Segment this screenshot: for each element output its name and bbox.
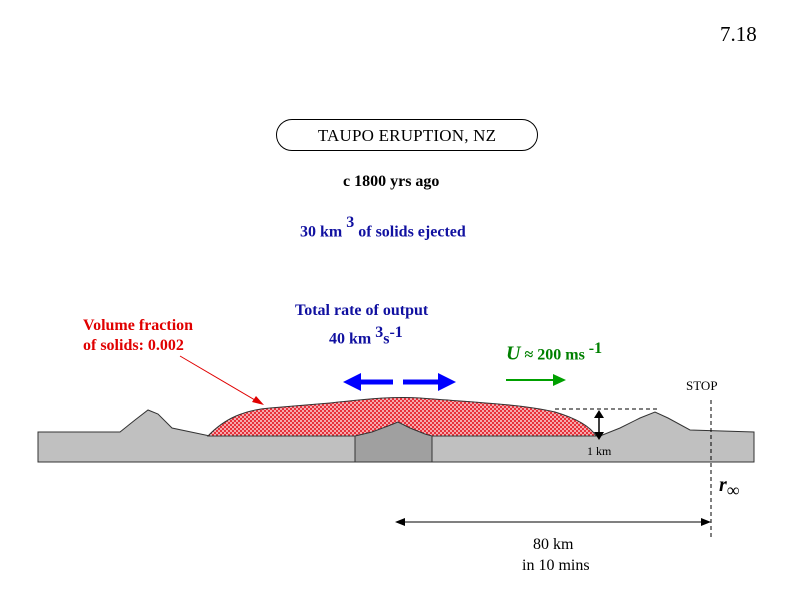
output-rate-title: Total rate of output [295,302,429,319]
output-rate-number: 40 km [329,330,372,348]
solids-ejected-label: 30 km 3 of solids ejected [300,214,466,241]
r-infinity-label: r∞ [719,474,740,501]
distance-arrow [395,518,711,526]
speed-value: 200 ms [537,346,585,364]
speed-exp: -1 [588,340,603,357]
volume-fraction-label: Volume fraction of solids: 0.002 [83,316,193,356]
speed-label: U ≈ 200 ms -1 [506,340,602,365]
slide-number: 7.18 [720,22,757,46]
volume-fraction-line1: Volume fraction [83,317,194,334]
speed-approx: ≈ [524,346,534,364]
r-subscript: ∞ [726,480,740,500]
age-label: c 1800 yrs ago [343,173,440,190]
output-rate-unit-exp: -1 [389,324,403,341]
title-box: TAUPO ERUPTION, NZ [276,119,538,151]
output-rate-unit: s [383,330,390,348]
speed-symbol: U [506,342,521,365]
output-rate-value: 40 km 3s-1 [329,324,403,348]
stop-label: STOP [686,378,718,393]
distance-label: 80 km [533,536,574,553]
output-rate-exp: 3 [375,324,384,341]
pyroclastic-flow [206,396,597,437]
solids-prefix: 30 km [300,223,343,241]
solids-exponent: 3 [346,214,355,231]
volume-fraction-line2: of solids: 0.002 [83,337,184,354]
caldera-vent [354,421,433,463]
volume-fraction-pointer [179,355,264,405]
height-arrow [594,410,604,440]
time-label: in 10 mins [522,557,590,574]
height-reference [555,400,712,540]
page-title: TAUPO ERUPTION, NZ [317,126,497,145]
velocity-arrow [506,374,566,386]
solids-suffix: of solids ejected [358,223,466,241]
r-symbol: r [719,474,727,496]
height-label: 1 km [587,444,612,458]
outflow-arrows [343,373,456,391]
